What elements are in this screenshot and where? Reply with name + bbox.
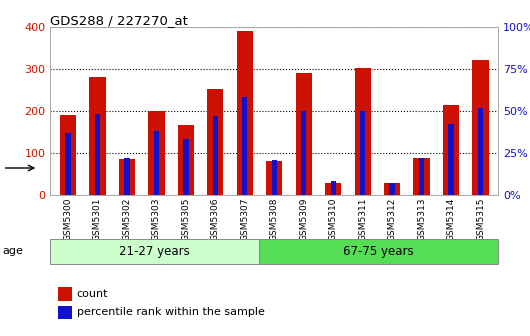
- Bar: [183, 139, 189, 195]
- Text: 67-75 years: 67-75 years: [343, 245, 414, 258]
- Bar: [207, 89, 224, 195]
- Bar: [413, 158, 430, 195]
- Bar: [296, 73, 312, 195]
- Bar: [266, 161, 282, 195]
- Bar: [419, 158, 424, 195]
- Bar: [95, 114, 100, 195]
- Bar: [472, 60, 489, 195]
- Bar: [478, 108, 483, 195]
- Bar: [331, 181, 336, 195]
- Bar: [58, 287, 72, 301]
- Bar: [271, 160, 277, 195]
- Text: count: count: [77, 289, 108, 299]
- Bar: [119, 159, 135, 195]
- Bar: [213, 116, 218, 195]
- Bar: [384, 183, 400, 195]
- Text: percentile rank within the sample: percentile rank within the sample: [77, 307, 264, 318]
- Text: 21-27 years: 21-27 years: [119, 245, 190, 258]
- Bar: [443, 104, 459, 195]
- Bar: [65, 133, 70, 195]
- Bar: [242, 97, 248, 195]
- Bar: [125, 158, 130, 195]
- Bar: [58, 306, 72, 319]
- Bar: [259, 239, 498, 264]
- Text: GDS288 / 227270_at: GDS288 / 227270_at: [50, 14, 188, 27]
- Bar: [448, 124, 454, 195]
- Bar: [360, 111, 365, 195]
- Bar: [237, 31, 253, 195]
- Bar: [148, 111, 164, 195]
- Bar: [90, 77, 105, 195]
- Bar: [390, 183, 395, 195]
- Bar: [50, 239, 259, 264]
- Bar: [301, 111, 306, 195]
- Bar: [60, 115, 76, 195]
- Text: age: age: [3, 246, 23, 256]
- Bar: [154, 131, 159, 195]
- Bar: [325, 183, 341, 195]
- Bar: [178, 125, 194, 195]
- Bar: [355, 68, 371, 195]
